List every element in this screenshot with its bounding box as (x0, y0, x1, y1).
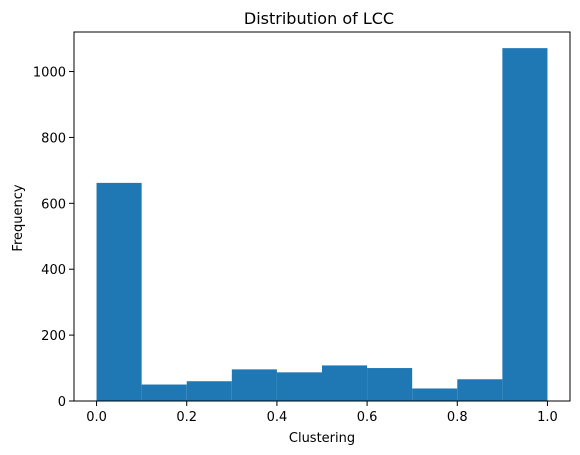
y-axis-label: Frequency (11, 184, 26, 251)
y-tick-label: 200 (41, 329, 66, 344)
x-tick-label: 0.2 (176, 410, 197, 425)
y-tick-label: 400 (41, 263, 66, 278)
x-tick-label: 0.8 (447, 410, 468, 425)
x-tick-label: 0.6 (357, 410, 378, 425)
histogram-bar (276, 372, 322, 401)
y-tick-label: 1000 (33, 66, 66, 81)
x-tick-label: 0.4 (267, 410, 288, 425)
bars-group (96, 48, 548, 402)
plot-frame (73, 31, 571, 402)
histogram-bar (502, 48, 548, 402)
x-axis-ticks: 0.0 0.2 0.4 0.6 0.8 1.0 (86, 401, 558, 425)
histogram-bar (367, 368, 413, 401)
y-tick-label: 800 (41, 131, 66, 146)
histogram-bar (457, 379, 503, 401)
x-tick-label: 0.0 (86, 410, 107, 425)
histogram-bar (141, 384, 187, 401)
y-axis-ticks: 0 200 400 600 800 1000 (33, 66, 74, 410)
histogram-bar (412, 388, 458, 401)
x-tick-label: 1.0 (537, 410, 558, 425)
chart-title: Distribution of LCC (244, 9, 394, 28)
histogram-bar (186, 381, 232, 401)
histogram-bar (231, 369, 277, 401)
y-tick-label: 600 (41, 197, 66, 212)
y-tick-label: 0 (58, 395, 66, 410)
histogram-bar (322, 365, 368, 401)
x-axis-label: Clustering (289, 431, 355, 446)
histogram-bar (96, 182, 142, 401)
